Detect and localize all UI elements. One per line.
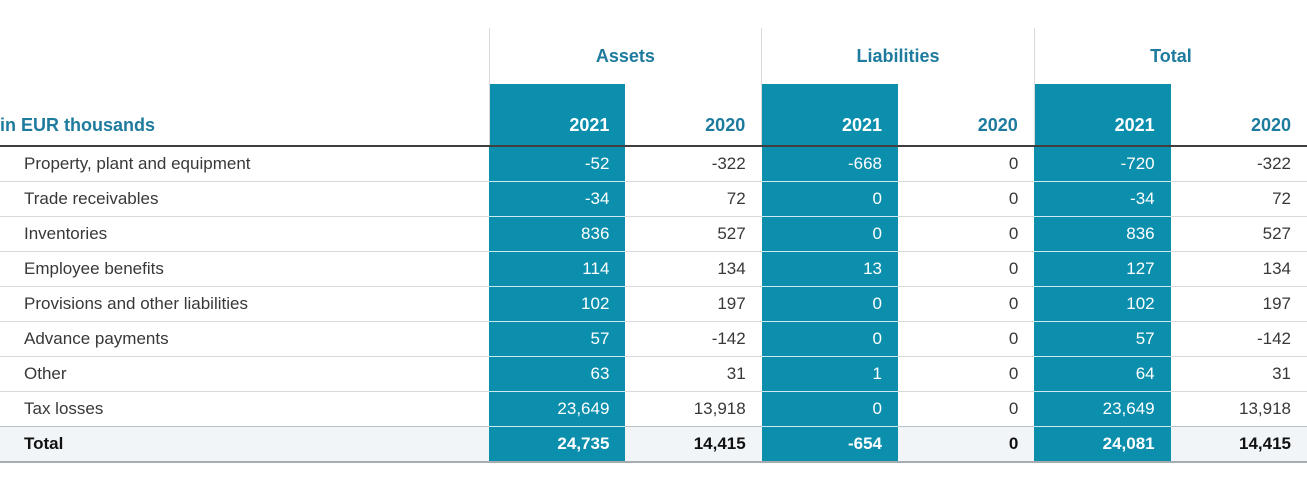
- value-cell: 527: [1170, 216, 1307, 252]
- table-row: Tax losses 23,649 13,918 0 0 23,649 13,9…: [0, 391, 1307, 427]
- table-row: Employee benefits 114 134 13 0 127 134: [0, 251, 1307, 287]
- group-header-spacer: [0, 28, 490, 84]
- value-cell: -34: [1034, 181, 1171, 217]
- column-group-total: Total: [1033, 28, 1307, 84]
- year-header-assets-2020: 2020: [625, 84, 762, 147]
- value-cell: 23,649: [489, 391, 626, 427]
- value-cell: 102: [489, 286, 626, 322]
- value-cell: 0: [898, 391, 1035, 427]
- table-body: Property, plant and equipment -52 -322 -…: [0, 146, 1307, 427]
- value-cell: 13,918: [625, 391, 762, 427]
- value-cell: 57: [489, 321, 626, 357]
- table-row: Inventories 836 527 0 0 836 527: [0, 216, 1307, 252]
- year-header-total-2021: 2021: [1033, 84, 1171, 147]
- value-cell: 0: [761, 391, 899, 427]
- value-cell: 0: [761, 321, 899, 357]
- value-cell: -322: [625, 146, 762, 182]
- value-cell: -668: [761, 146, 899, 182]
- value-cell: 197: [625, 286, 762, 322]
- total-row: Total 24,735 14,415 -654 0 24,081 14,415: [0, 426, 1307, 463]
- year-header-total-2020: 2020: [1170, 84, 1307, 147]
- total-value-cell: 24,735: [489, 426, 626, 463]
- deferred-tax-table: Assets Liabilities Total in EUR thousand…: [0, 28, 1307, 463]
- value-cell: 0: [898, 251, 1035, 287]
- value-cell: 0: [898, 321, 1035, 357]
- value-cell: 31: [1170, 356, 1307, 392]
- value-cell: 1: [761, 356, 899, 392]
- value-cell: 31: [625, 356, 762, 392]
- total-value-cell: 24,081: [1034, 426, 1171, 463]
- value-cell: 0: [898, 356, 1035, 392]
- value-cell: 57: [1034, 321, 1171, 357]
- value-cell: 23,649: [1034, 391, 1171, 427]
- total-value-cell: -654: [761, 426, 899, 463]
- value-cell: 63: [489, 356, 626, 392]
- value-cell: 64: [1034, 356, 1171, 392]
- column-group-assets: Assets: [488, 28, 762, 84]
- column-group-header-row: Assets Liabilities Total: [0, 28, 1307, 84]
- row-label-cell: Inventories: [0, 216, 490, 252]
- row-label-cell: Provisions and other liabilities: [0, 286, 490, 322]
- unit-label: in EUR thousands: [0, 84, 490, 147]
- row-label-cell: Employee benefits: [0, 251, 490, 287]
- row-label-cell: Advance payments: [0, 321, 490, 357]
- row-label-cell: Trade receivables: [0, 181, 490, 217]
- value-cell: 527: [625, 216, 762, 252]
- year-header-liabilities-2021: 2021: [761, 84, 899, 147]
- table-row: Property, plant and equipment -52 -322 -…: [0, 146, 1307, 182]
- value-cell: 0: [898, 181, 1035, 217]
- value-cell: 114: [489, 251, 626, 287]
- value-cell: 13,918: [1170, 391, 1307, 427]
- value-cell: 13: [761, 251, 899, 287]
- row-label-cell: Other: [0, 356, 490, 392]
- total-value-cell: 0: [898, 426, 1035, 463]
- total-row-label-cell: Total: [0, 426, 490, 463]
- value-cell: 197: [1170, 286, 1307, 322]
- row-label-cell: Tax losses: [0, 391, 490, 427]
- value-cell: 0: [761, 216, 899, 252]
- value-cell: 0: [898, 146, 1035, 182]
- value-cell: 134: [1170, 251, 1307, 287]
- financial-report-page: Assets Liabilities Total in EUR thousand…: [0, 28, 1307, 463]
- total-value-cell: 14,415: [1170, 426, 1307, 463]
- value-cell: 0: [898, 216, 1035, 252]
- value-cell: -34: [489, 181, 626, 217]
- table-row: Other 63 31 1 0 64 31: [0, 356, 1307, 392]
- value-cell: -322: [1170, 146, 1307, 182]
- table-row: Provisions and other liabilities 102 197…: [0, 286, 1307, 322]
- value-cell: -142: [625, 321, 762, 357]
- value-cell: 72: [625, 181, 762, 217]
- value-cell: 0: [761, 286, 899, 322]
- table-row: Trade receivables -34 72 0 0 -34 72: [0, 181, 1307, 217]
- column-group-liabilities: Liabilities: [761, 28, 1035, 84]
- value-cell: 102: [1034, 286, 1171, 322]
- value-cell: -720: [1034, 146, 1171, 182]
- year-header-assets-2021: 2021: [488, 84, 626, 147]
- year-header-row: in EUR thousands 2021 2020 2021 2020 202…: [0, 84, 1307, 147]
- value-cell: -52: [489, 146, 626, 182]
- table-row: Advance payments 57 -142 0 0 57 -142: [0, 321, 1307, 357]
- year-header-liabilities-2020: 2020: [898, 84, 1035, 147]
- value-cell: 72: [1170, 181, 1307, 217]
- value-cell: -142: [1170, 321, 1307, 357]
- row-label-cell: Property, plant and equipment: [0, 146, 490, 182]
- value-cell: 0: [898, 286, 1035, 322]
- value-cell: 127: [1034, 251, 1171, 287]
- value-cell: 836: [1034, 216, 1171, 252]
- value-cell: 0: [761, 181, 899, 217]
- value-cell: 836: [489, 216, 626, 252]
- total-value-cell: 14,415: [625, 426, 762, 463]
- value-cell: 134: [625, 251, 762, 287]
